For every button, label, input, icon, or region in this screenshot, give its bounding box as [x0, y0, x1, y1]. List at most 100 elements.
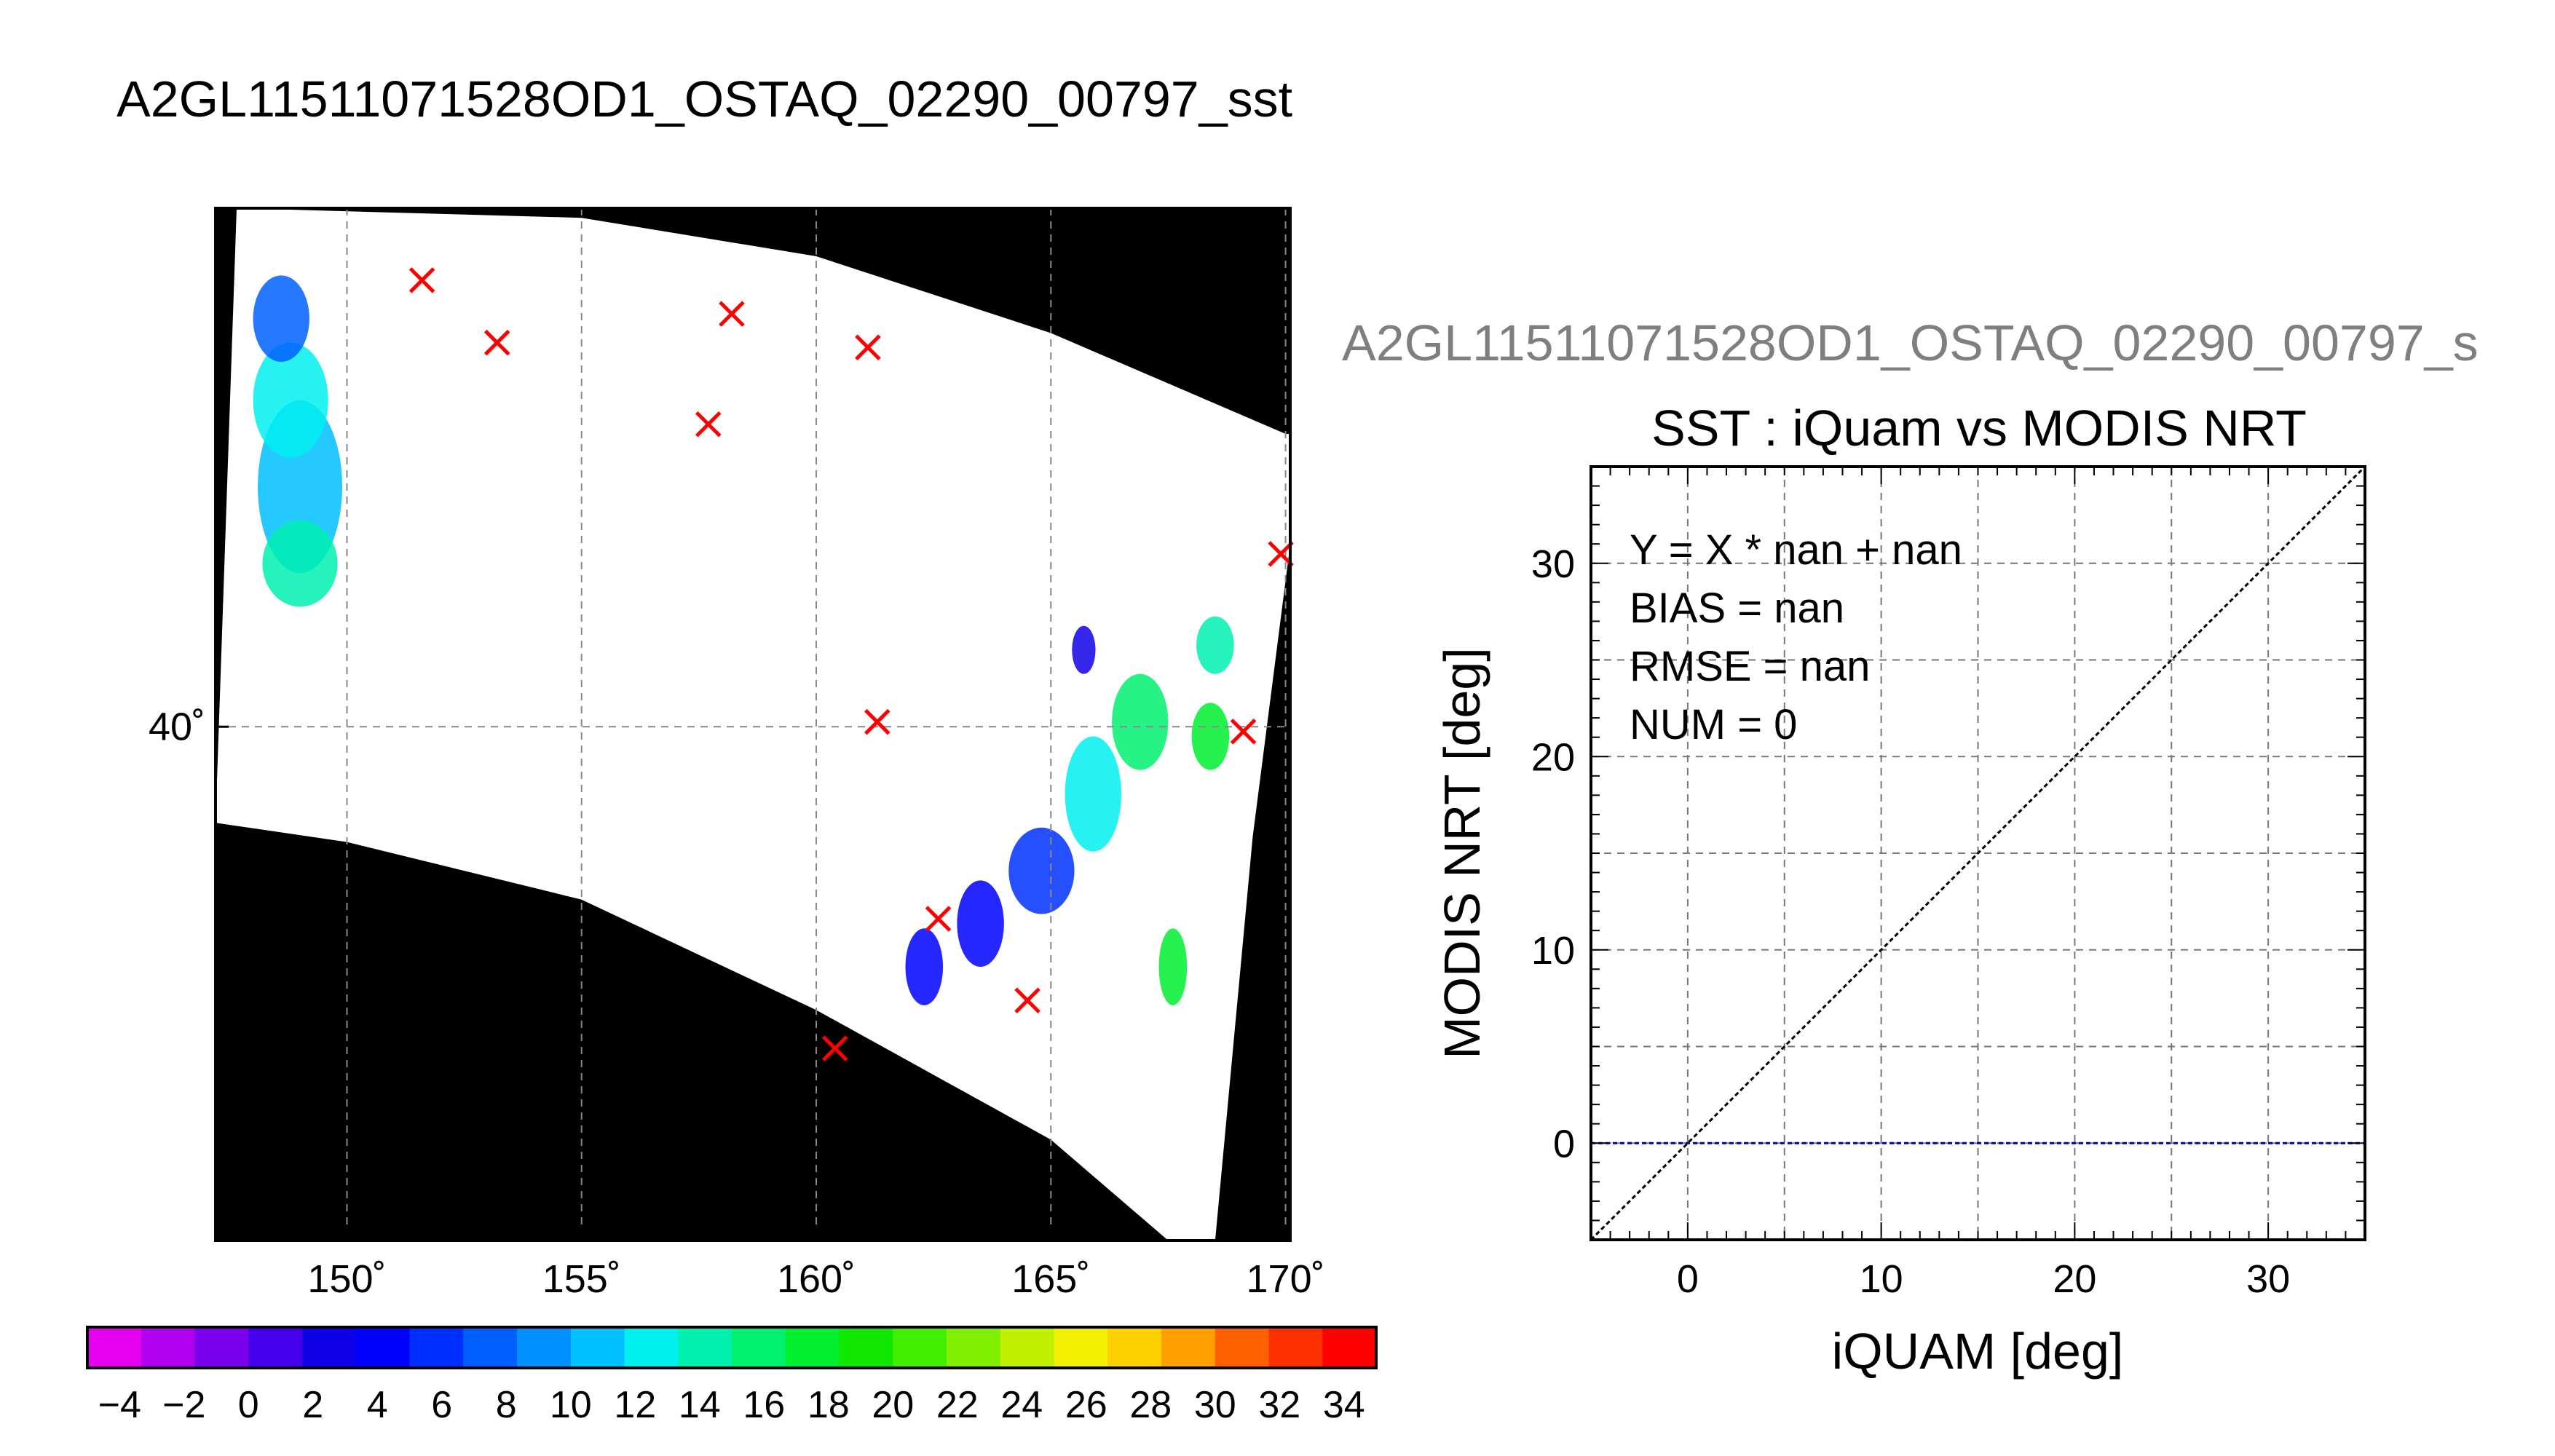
- scatter-y-tick-label: 30: [1531, 542, 1575, 586]
- matchup-marker: [695, 411, 722, 438]
- matchup-marker: [719, 301, 745, 327]
- colorbar-tick-label: 20: [872, 1384, 914, 1426]
- colorbar-tick-label: 30: [1194, 1384, 1236, 1426]
- one-to-one-line: [1590, 465, 2366, 1241]
- colorbar-bin: [302, 1327, 357, 1368]
- sst-patch: [1008, 827, 1075, 914]
- colorbar-bin: [1000, 1327, 1054, 1368]
- sst-patch: [1191, 703, 1230, 770]
- scatter-x-tick-label: 0: [1677, 1257, 1699, 1301]
- scatter-x-tick-label: 20: [2053, 1257, 2096, 1301]
- matchup-marker: [855, 334, 881, 361]
- map-y-ticks: 40˚: [149, 705, 229, 748]
- scatter-y-tick-label: 10: [1531, 929, 1575, 973]
- colorbar-tick-label: 14: [679, 1384, 721, 1426]
- colorbar-tick-label: 22: [936, 1384, 979, 1426]
- matchup-marker: [1268, 541, 1294, 567]
- colorbar-bin: [947, 1327, 1001, 1368]
- colorbar-tick-label: 6: [431, 1384, 452, 1426]
- scatter-title: SST : iQuam vs MODIS NRT: [1651, 400, 2307, 456]
- colorbar-bin: [732, 1327, 786, 1368]
- scatter-x-tick-label: 10: [1860, 1257, 1903, 1301]
- colorbar-tick-label: −2: [162, 1384, 205, 1426]
- colorbar: −4 −2 0 2 4 6 8 10 12 14 16 18 20 22 24 26 28 30 32 34: [86, 1326, 1378, 1426]
- colorbar-bin: [248, 1327, 303, 1368]
- sst-patch: [1158, 928, 1188, 1005]
- colorbar-bin: [570, 1327, 625, 1368]
- map-x-tick-label: 170˚: [1247, 1257, 1325, 1301]
- matchup-marker: [1014, 987, 1040, 1014]
- map-x-tick-label: 150˚: [307, 1257, 386, 1301]
- sst-patch: [905, 928, 944, 1005]
- colorbar-bin: [1322, 1327, 1377, 1368]
- scatter-frame: [1590, 465, 2366, 1241]
- colorbar-bin: [194, 1327, 249, 1368]
- scatter-reference-lines: [1590, 465, 2366, 1241]
- colorbar-tick-label: 26: [1065, 1384, 1107, 1426]
- colorbar-frame: [86, 1326, 1378, 1369]
- colorbar-ticks: −4 −2 0 2 4 6 8 10 12 14 16 18 20 22 24 26 28 30 32 34: [98, 1384, 1365, 1426]
- matchup-markers: [408, 267, 1294, 1061]
- sst-patches: [253, 275, 1234, 1005]
- colorbar-bin: [463, 1327, 518, 1368]
- colorbar-bin: [893, 1327, 947, 1368]
- colorbar-tick-label: −4: [98, 1384, 141, 1426]
- swath: [216, 208, 1290, 1241]
- colorbar-tick-label: 16: [743, 1384, 785, 1426]
- colorbar-bin: [87, 1327, 142, 1368]
- colorbar-bin: [141, 1327, 195, 1368]
- sst-patch: [1112, 673, 1169, 770]
- map-x-tick-label: 165˚: [1011, 1257, 1090, 1301]
- map-grid: [216, 208, 1290, 1241]
- matchup-marker: [822, 1035, 848, 1061]
- colorbar-bin: [409, 1327, 464, 1368]
- colorbar-tick-label: 4: [367, 1384, 388, 1426]
- map-frame: [214, 207, 1292, 1242]
- scatter-y-tick-label: 0: [1553, 1122, 1575, 1166]
- matchup-marker: [408, 267, 435, 293]
- scatter-stat-line: Y = X * nan + nan: [1630, 526, 1962, 574]
- scatter-y-label: MODIS NRT [deg]: [1434, 647, 1490, 1059]
- scatter-stat-line: BIAS = nan: [1630, 585, 1844, 632]
- colorbar-tick-label: 0: [238, 1384, 259, 1426]
- matchup-marker: [925, 906, 952, 932]
- map-x-tick-label: 155˚: [542, 1257, 621, 1301]
- sst-patch: [1072, 625, 1096, 674]
- colorbar-bin: [624, 1327, 679, 1368]
- colorbar-tick-label: 10: [550, 1384, 592, 1426]
- colorbar-bin: [1161, 1327, 1216, 1368]
- colorbar-bin: [355, 1327, 410, 1368]
- colorbar-tick-label: 12: [614, 1384, 656, 1426]
- scatter-panel: A2GL11511071528OD1_OSTAQ_02290_00797_s S…: [1342, 314, 2479, 1380]
- sst-patch: [253, 342, 328, 458]
- colorbar-bin: [839, 1327, 893, 1368]
- colorbar-bin: [1107, 1327, 1162, 1368]
- sst-patch: [1065, 736, 1121, 852]
- colorbar-bin: [1054, 1327, 1108, 1368]
- colorbar-bins: [87, 1327, 1377, 1368]
- scatter-x-ticks: 0 10 20 30: [1677, 1257, 2290, 1301]
- sst-map: 150˚ 155˚ 160˚ 165˚ 170˚ 40˚: [149, 207, 1325, 1301]
- scatter-x-label: iQUAM [deg]: [1832, 1323, 2124, 1380]
- colorbar-bin: [517, 1327, 572, 1368]
- map-x-ticks: 150˚ 155˚ 160˚ 165˚ 170˚: [307, 1227, 1325, 1301]
- map-x-tick-label: 160˚: [777, 1257, 856, 1301]
- colorbar-tick-label: 24: [1000, 1384, 1043, 1426]
- colorbar-bin: [785, 1327, 840, 1368]
- matchup-marker: [1230, 719, 1257, 745]
- scatter-stat-line: NUM = 0: [1630, 701, 1797, 748]
- main-title: A2GL11511071528OD1_OSTAQ_02290_00797_sst: [117, 71, 1292, 127]
- scatter-stats: Y = X * nan + nan BIAS = nan RMSE = nan NUM…: [1630, 526, 1962, 748]
- scatter-y-ticks: 0 10 20 30: [1531, 542, 1575, 1166]
- colorbar-bin: [678, 1327, 732, 1368]
- sst-patch: [1196, 616, 1234, 674]
- colorbar-tick-label: 8: [496, 1384, 517, 1426]
- colorbar-bin: [1215, 1327, 1269, 1368]
- colorbar-tick-label: 18: [807, 1384, 850, 1426]
- colorbar-tick-label: 32: [1258, 1384, 1300, 1426]
- scatter-x-tick-label: 30: [2246, 1257, 2290, 1301]
- colorbar-tick-label: 2: [302, 1384, 323, 1426]
- scatter-y-tick-label: 20: [1531, 735, 1575, 779]
- colorbar-bin: [1268, 1327, 1323, 1368]
